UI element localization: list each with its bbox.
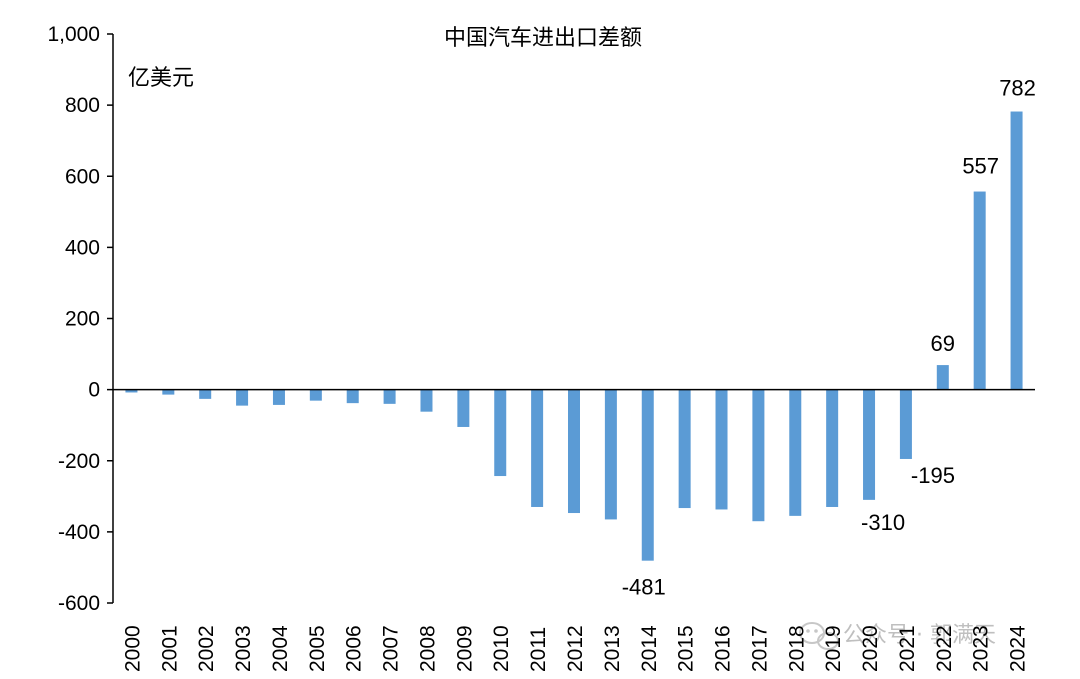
x-tick-label: 2023 bbox=[970, 625, 993, 672]
y-tick-label: 400 bbox=[65, 236, 100, 259]
bar-2019 bbox=[826, 389, 839, 507]
y-tick-label: -200 bbox=[58, 450, 100, 473]
bar-2004 bbox=[272, 389, 285, 405]
data-label-2020: -310 bbox=[861, 510, 905, 535]
x-tick-label: 2002 bbox=[195, 625, 218, 672]
data-label-2021: -195 bbox=[911, 463, 955, 488]
bar-2012 bbox=[568, 389, 580, 514]
x-tick-label: 2005 bbox=[306, 625, 329, 672]
x-tick-label: 2008 bbox=[416, 625, 439, 672]
x-tick-label: 2013 bbox=[601, 625, 624, 672]
watermark: 公众号 · 郭满天 bbox=[799, 622, 996, 650]
bars bbox=[125, 111, 1023, 561]
x-tick-label: 2010 bbox=[490, 625, 513, 672]
wechat-icon bbox=[799, 622, 839, 650]
bar-2008 bbox=[420, 389, 433, 412]
watermark-text: 公众号 · 郭满天 bbox=[843, 623, 996, 648]
x-tick-label: 2021 bbox=[896, 625, 919, 672]
x-tick-label: 2012 bbox=[564, 625, 587, 672]
data-label-2024: 782 bbox=[999, 76, 1036, 101]
bar-2014 bbox=[641, 389, 654, 561]
y-axis-unit-label: 亿美元 bbox=[128, 66, 194, 91]
x-tick-label: 2003 bbox=[232, 625, 255, 672]
data-label-2023: 557 bbox=[962, 154, 999, 179]
x-tick-label: 2009 bbox=[453, 625, 476, 672]
x-tick-label: 2011 bbox=[527, 627, 550, 672]
bar-2018 bbox=[789, 389, 802, 516]
bar-2007 bbox=[383, 389, 396, 404]
bar-2015 bbox=[678, 389, 691, 509]
x-tick-label: 2017 bbox=[748, 625, 771, 672]
y-tick-label: -400 bbox=[58, 521, 100, 544]
bar-2006 bbox=[346, 389, 359, 404]
data-label-2022: 69 bbox=[931, 331, 955, 356]
x-tick-label: 2019 bbox=[822, 625, 845, 672]
bar-2024 bbox=[1010, 111, 1023, 390]
data-label-2014: -481 bbox=[622, 575, 666, 600]
chart-title: 中国汽车进出口差额 bbox=[444, 26, 642, 51]
bar-2023 bbox=[973, 191, 986, 390]
y-tick-label: 200 bbox=[65, 308, 100, 331]
y-tick-label: 600 bbox=[65, 165, 100, 188]
labels: -481 -310-195 69 557 782 bbox=[622, 76, 1036, 600]
x-tick-label: 2004 bbox=[269, 625, 292, 672]
bar-2010 bbox=[494, 389, 507, 477]
x-tick-label: 2016 bbox=[712, 625, 735, 672]
bar-2021 bbox=[899, 389, 912, 459]
bar-2000 bbox=[125, 389, 138, 393]
bar-2011 bbox=[531, 389, 544, 507]
bar-2002 bbox=[199, 389, 212, 399]
bar-2003 bbox=[236, 389, 249, 406]
bar-2016 bbox=[715, 389, 728, 510]
y-tick-label: -600 bbox=[58, 592, 100, 615]
bar-2001 bbox=[162, 389, 175, 395]
x-tick-label: 2001 bbox=[158, 625, 181, 672]
x-tick-label: 2015 bbox=[675, 625, 698, 672]
bar-2013 bbox=[604, 389, 617, 520]
x-tick-label: 2020 bbox=[859, 625, 882, 672]
y-tick-label: 800 bbox=[65, 94, 100, 117]
bar-2017 bbox=[752, 389, 765, 522]
x-tick-label: 2018 bbox=[785, 625, 808, 672]
bar-2005 bbox=[309, 389, 322, 401]
bar-2009 bbox=[457, 389, 470, 427]
x-tick-label: 2014 bbox=[638, 625, 661, 672]
x-tick-label: 2024 bbox=[1007, 625, 1030, 672]
x-tick-label: 2000 bbox=[121, 625, 144, 672]
x-tick-label: 2007 bbox=[380, 625, 403, 672]
x-tick-label: 2006 bbox=[343, 625, 366, 672]
y-tick-label: 0 bbox=[88, 379, 100, 402]
x-tick-label: 2022 bbox=[933, 625, 956, 672]
bar-2020 bbox=[863, 389, 876, 500]
bar-2022 bbox=[936, 365, 949, 390]
y-tick-label: 1,000 bbox=[47, 23, 100, 46]
